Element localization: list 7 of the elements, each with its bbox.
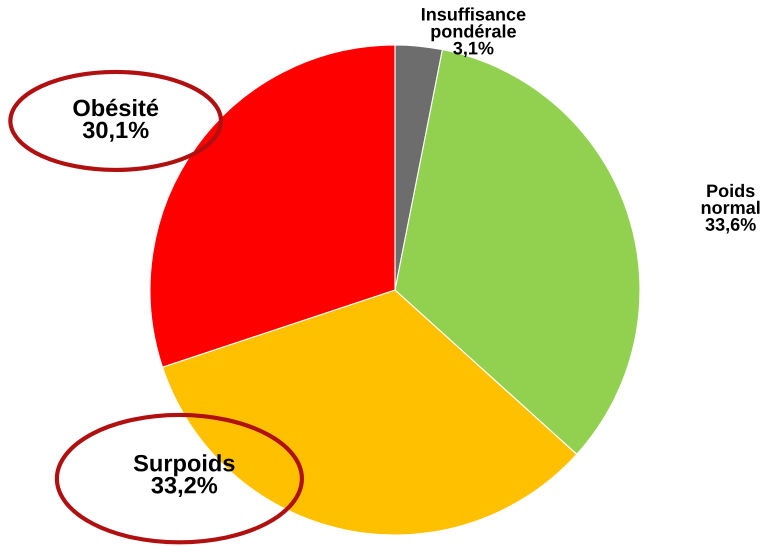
slice-label: Poids normal [702, 184, 760, 214]
data-label: 3,1% [453, 42, 494, 58]
data-label: 33,2% [151, 476, 218, 497]
data-label: 30,1% [82, 122, 149, 142]
slice-label: Insuffisance pondérale [422, 7, 526, 42]
slice-label: Obésité [73, 98, 158, 116]
data-label: 33,6% [705, 218, 756, 234]
